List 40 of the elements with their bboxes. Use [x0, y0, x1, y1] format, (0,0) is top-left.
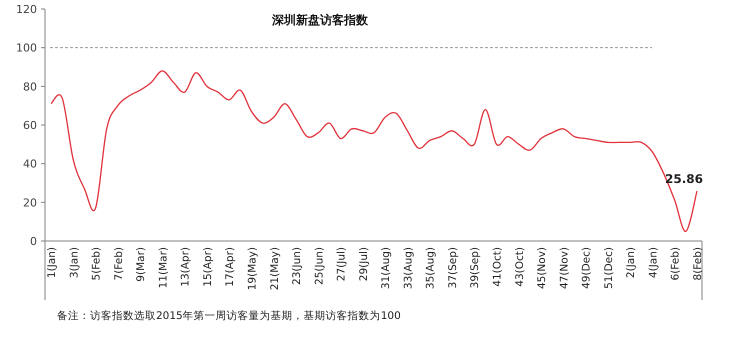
x-tick-label: 51(Dec)	[602, 247, 615, 289]
x-tick-label: 6(Feb)	[670, 247, 682, 280]
x-tick-label: 2(Jan)	[625, 247, 638, 278]
text: 备注：访客指数选取2015年第一周访客量为基期，基期访客指数为100	[57, 309, 401, 322]
y-tick-label: 60	[23, 119, 37, 132]
x-tick-label: 33(Aug)	[402, 247, 414, 290]
x-tick-label: 31(Aug)	[380, 247, 392, 290]
x-tick-label: 37(Sep)	[446, 247, 459, 288]
x-tick-label: 11(Mar)	[157, 247, 170, 288]
x-tick-label: 21(May)	[268, 247, 281, 290]
chart-title: 深圳新盘访客指数	[271, 13, 369, 27]
x-tick-label: 13(Apr)	[180, 247, 192, 287]
x-tick-label: 23(Jun)	[291, 247, 304, 285]
x-tick-label: 27(Jul)	[336, 247, 348, 282]
y-tick-label: 120	[16, 3, 37, 16]
x-tick-label: 25(Jun)	[313, 247, 326, 285]
x-tick-label: 3(Jan)	[68, 247, 80, 278]
data-label: 25.86	[665, 172, 703, 186]
x-tick-label: 19(May)	[246, 247, 258, 290]
x-tick-label: 39(Sep)	[469, 247, 482, 288]
y-tick-label: 100	[16, 42, 37, 55]
x-tick-label: 1(Jan)	[46, 247, 58, 278]
x-tick-label: 43(Oct)	[514, 247, 526, 287]
y-tick-label: 80	[23, 80, 37, 94]
x-tick-label: 7(Feb)	[112, 247, 125, 280]
x-tick-label: 8(Feb)	[692, 247, 704, 280]
x-tick-label: 35(Aug)	[424, 247, 437, 290]
y-tick-label: 0	[30, 235, 37, 248]
x-tick-label: 4(Jan)	[647, 247, 660, 278]
x-tick-label: 29(Jul)	[358, 247, 370, 282]
x-tick-label: 41(Oct)	[492, 247, 504, 287]
x-tick-label: 15(Apr)	[202, 247, 214, 287]
y-tick-label: 20	[23, 196, 37, 210]
x-tick-label: 17(Apr)	[224, 247, 236, 287]
x-tick-label: 49(Dec)	[580, 247, 593, 289]
x-tick-label: 47(Nov)	[558, 247, 570, 290]
x-tick-label: 9(Mar)	[135, 247, 148, 282]
x-tick-label: 45(Nov)	[536, 247, 548, 290]
x-tick-label: 5(Feb)	[90, 247, 103, 280]
y-tick-label: 40	[23, 158, 37, 171]
